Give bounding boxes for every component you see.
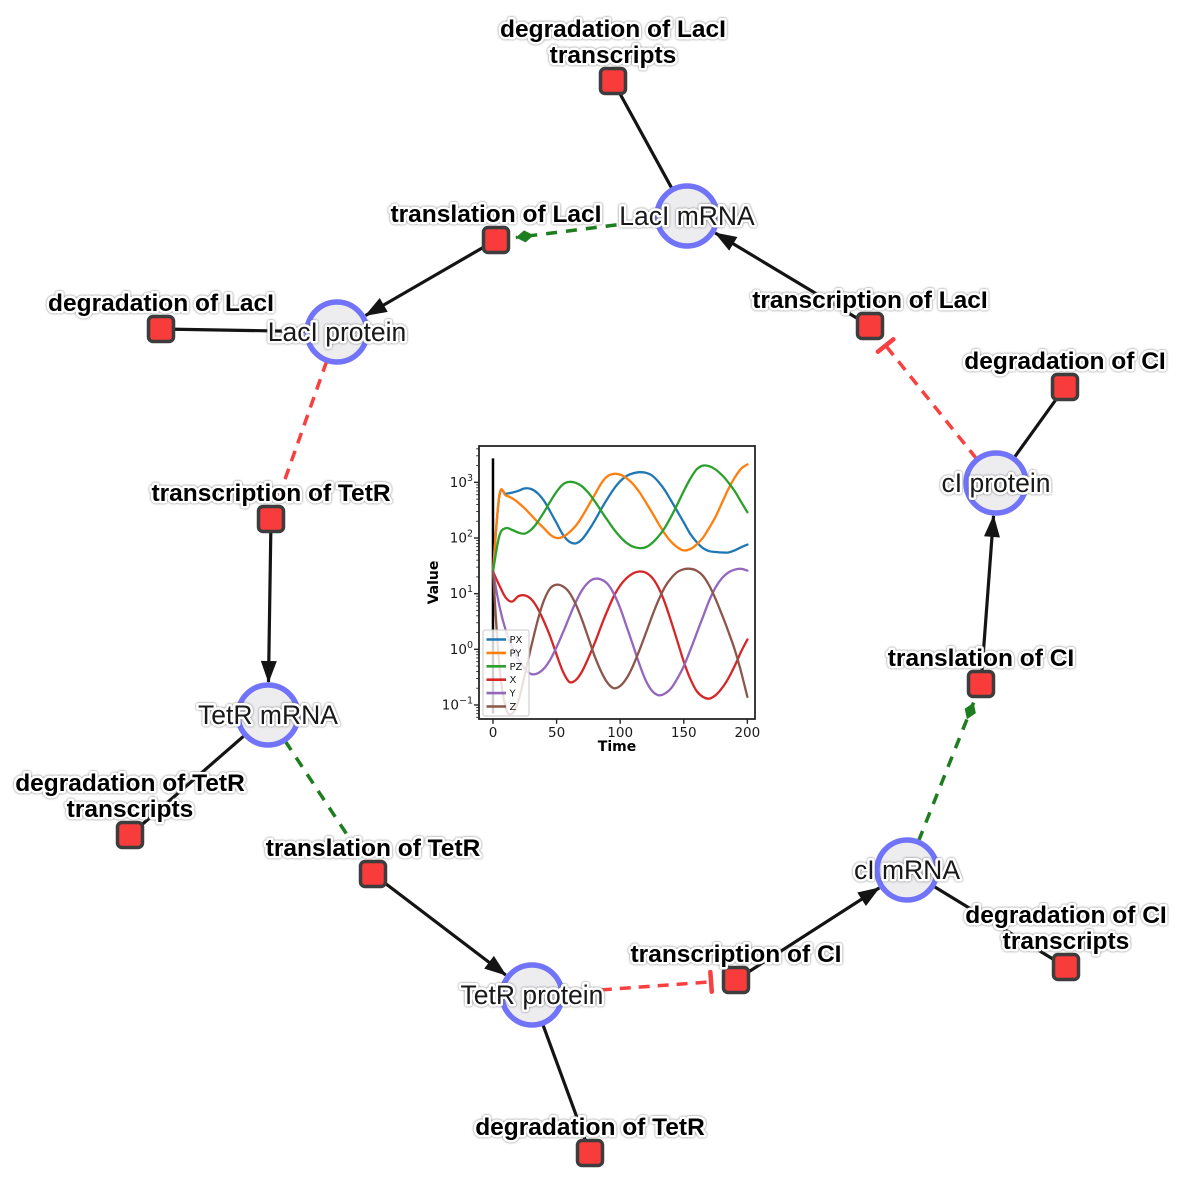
species-label-ci-mrna: cI mRNA [854, 855, 960, 885]
species-label-tetr-mrna: TetR mRNA [198, 700, 338, 730]
edge-product-tx-tetr-tetr-mrna [260, 518, 277, 684]
reaction-node-deg-ci-tx[interactable] [1051, 952, 1081, 982]
series-layer [491, 458, 749, 716]
edge-reactant-laci-protein-deg-laci [160, 327, 307, 334]
species-node-ci-protein[interactable] [963, 450, 1029, 516]
species-node-ci-mrna[interactable] [874, 837, 940, 903]
reaction-label-transl-tetr: translation of TetR [266, 835, 481, 862]
species-node-laci-protein[interactable] [304, 299, 370, 365]
legend-box [482, 629, 530, 717]
reaction-node-transl-tetr[interactable] [358, 859, 388, 889]
time-series-Y [491, 567, 749, 697]
reaction-node-tx-tetr[interactable] [256, 504, 286, 534]
y-tick-label: 103 [450, 473, 473, 491]
x-tick-label: 50 [548, 725, 565, 741]
time-series-PZ [491, 464, 749, 573]
species-label-laci-mrna: LacI mRNA [619, 201, 755, 231]
legend-entry-Z: Z [510, 702, 517, 713]
time-series-PX [491, 471, 749, 573]
edge-activator-tetr-mrna-transl-tetr [283, 739, 364, 859]
edge-reactant-tetr-mrna-deg-tetr-tx [128, 734, 246, 837]
edge-layer [128, 80, 1067, 1154]
reaction-label-deg-tetr: degradation of TetR [475, 1114, 705, 1141]
reaction-node-transl-ci[interactable] [966, 669, 996, 699]
reaction-label-deg-laci-tx: degradation of LacI transcripts [500, 16, 726, 69]
reaction-node-deg-tetr[interactable] [575, 1138, 605, 1168]
x-tick-label: 150 [671, 725, 697, 741]
legend-entry-Y: Y [509, 689, 517, 700]
species-node-tetr-protein[interactable] [499, 962, 565, 1028]
species-label-ci-protein: cI protein [941, 468, 1050, 498]
reaction-label-tx-tetr: transcription of TetR [151, 480, 390, 507]
legend-entry-PX: PX [510, 635, 523, 646]
species-label-tetr-protein: TetR protein [461, 980, 604, 1010]
edge-inhibitor-ci-protein-tx-laci [886, 345, 978, 460]
edge-product-transl-tetr-tetr-protein [372, 872, 507, 977]
x-axis-label: Time [598, 739, 636, 755]
species-label-laci-protein: LacI protein [268, 317, 406, 347]
node-layer [115, 66, 1081, 1168]
edge-reactant-ci-mrna-deg-ci-tx [932, 884, 1067, 969]
reaction-node-tx-laci[interactable] [855, 311, 885, 341]
y-tick-label: 100 [450, 640, 473, 658]
species-node-laci-mrna[interactable] [654, 183, 720, 249]
reaction-node-tx-ci[interactable] [721, 965, 751, 995]
reaction-label-deg-ci: degradation of CI [964, 348, 1165, 375]
reaction-node-deg-ci[interactable] [1050, 372, 1080, 402]
x-tick-label: 100 [607, 725, 633, 741]
reaction-node-deg-tetr-tx[interactable] [115, 820, 145, 850]
y-axis-label: Value [426, 561, 442, 605]
reaction-label-tx-ci: transcription of CI [631, 941, 842, 968]
reaction-label-tx-laci: transcription of LacI [752, 287, 988, 314]
reaction-node-deg-laci[interactable] [146, 314, 176, 344]
reaction-label-deg-ci-tx: degradation of CI transcripts [965, 902, 1166, 955]
edge-inhibitor-laci-protein-tx-tetr [279, 360, 329, 495]
legend-entry-PY: PY [510, 648, 523, 659]
edge-product-transl-ci-ci-protein [979, 514, 1000, 685]
time-series-X [491, 570, 749, 700]
edge-product-transl-laci-laci-protein [364, 238, 497, 317]
legend-entry-PZ: PZ [510, 662, 523, 673]
edge-activator-laci-mrna-transl-laci [515, 218, 657, 243]
edge-product-tx-laci-laci-mrna [714, 231, 871, 328]
reaction-label-transl-laci: translation of LacI [390, 201, 601, 228]
reaction-node-deg-laci-tx[interactable] [598, 66, 628, 96]
reaction-label-deg-tetr-tx: degradation of TetR transcripts [15, 770, 245, 823]
y-tick-label: 102 [450, 529, 473, 547]
edge-activator-ci-mrna-transl-ci [916, 701, 976, 842]
x-tick-label: 0 [489, 725, 498, 741]
edge-reactant-laci-mrna-deg-laci-tx [611, 80, 674, 190]
y-tick-label: 101 [450, 584, 473, 602]
time-series-Z [491, 567, 749, 716]
time-series-PY [491, 463, 749, 573]
edge-reactant-tetr-protein-deg-tetr [541, 1023, 592, 1154]
legend: PX PY PZ XYZ [482, 629, 530, 717]
reaction-node-transl-laci[interactable] [481, 225, 511, 255]
reaction-label-transl-ci: translation of CI [888, 645, 1074, 672]
x-tick-label: 200 [734, 725, 760, 741]
legend-entry-X: X [510, 675, 517, 686]
edge-inhibitor-tetr-protein-tx-ci [562, 982, 711, 995]
species-node-tetr-mrna[interactable] [235, 682, 301, 748]
y-tick-label: 10−1 [442, 695, 473, 713]
label-layer: LacI mRNA LacI protein TetR mRNA TetR prote… [13, 14, 1170, 1144]
reaction-label-deg-laci: degradation of LacI [48, 290, 274, 317]
edge-product-tx-ci-ci-mrna [735, 886, 881, 982]
